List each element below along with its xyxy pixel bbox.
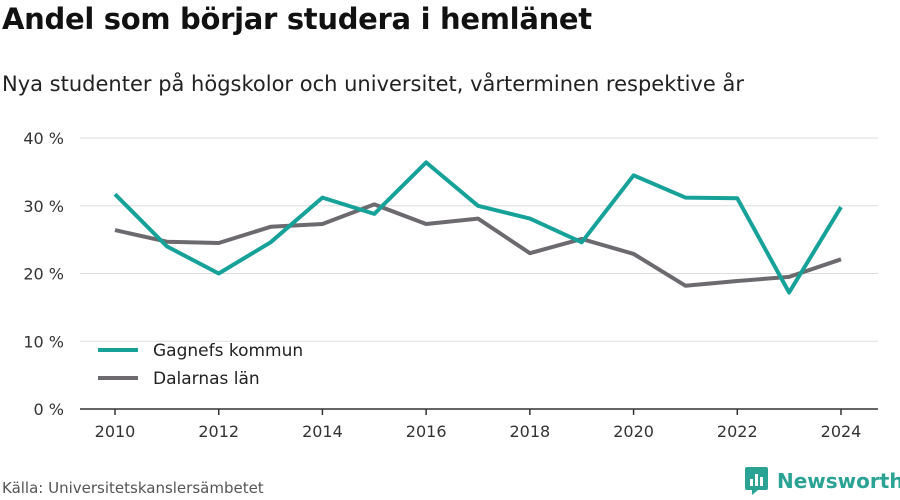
y-tick-label: 10 % <box>23 332 64 351</box>
source-note: Källa: Universitetskanslersämbetet <box>2 479 264 497</box>
x-tick-label: 2014 <box>302 422 343 441</box>
chart-subtitle: Nya studenter på högskolor och universit… <box>2 72 744 96</box>
x-tick-label: 2012 <box>198 422 239 441</box>
x-tick-label: 2018 <box>509 422 550 441</box>
series-line-gagnef <box>113 160 843 295</box>
x-tick-label: 2024 <box>821 422 862 441</box>
legend-label: Dalarnas län <box>153 369 260 389</box>
x-tick-label: 2016 <box>406 422 447 441</box>
legend-label: Gagnefs kommun <box>153 341 303 361</box>
line-chart: 0 % 10 % 20 % 30 % 40 % 2010 2012 2014 2016 2018 2… <box>23 129 878 441</box>
y-tick-label: 0 % <box>34 400 64 419</box>
series-line-dalarna <box>114 202 842 288</box>
y-tick-label: 30 % <box>23 197 64 216</box>
chart-title: Andel som börjar studera i hemlänet <box>2 2 592 36</box>
y-tick-label: 40 % <box>23 129 64 148</box>
brand-name: Newsworthy <box>777 469 900 493</box>
newsworthy-logo[interactable]: Newsworthy <box>744 466 900 496</box>
bar-chart-icon <box>744 466 769 496</box>
x-tick-label: 2022 <box>717 422 758 441</box>
y-tick-label: 20 % <box>23 265 64 284</box>
x-tick-label: 2010 <box>95 422 136 441</box>
x-tick-label: 2020 <box>613 422 654 441</box>
